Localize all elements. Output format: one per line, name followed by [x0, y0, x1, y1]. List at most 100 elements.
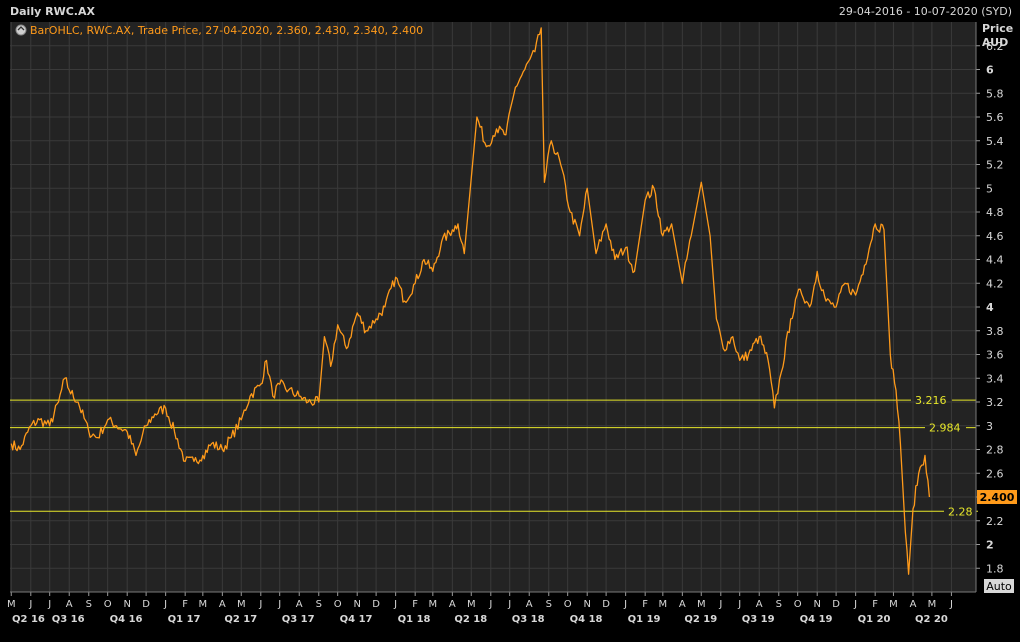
y-tick-label: 5.2: [986, 159, 1004, 172]
month-tick-label: D: [142, 599, 150, 610]
month-tick-label: J: [28, 599, 32, 610]
month-tick-label: J: [718, 599, 722, 610]
month-tick-label: M: [659, 599, 668, 610]
y-tick-label: 1.8: [986, 562, 1004, 575]
y-tick-label: 3.8: [986, 325, 1004, 338]
month-tick-label: D: [372, 599, 380, 610]
month-tick-label: J: [853, 599, 857, 610]
month-tick-label: F: [182, 599, 188, 610]
y-tick-label: 6: [986, 64, 994, 77]
chart-settings-icon-glyph: [17, 26, 25, 31]
month-tick-label: O: [564, 599, 572, 610]
month-tick-label: M: [429, 599, 438, 610]
last-price-value: 2.400: [980, 491, 1015, 504]
month-tick-label: F: [412, 599, 418, 610]
quarter-tick-label: Q1 20: [858, 614, 891, 625]
month-tick-label: J: [47, 599, 51, 610]
quarter-tick-label: Q1 17: [168, 614, 201, 625]
y-tick-label: 3.4: [986, 372, 1004, 385]
month-tick-label: M: [237, 599, 246, 610]
quarter-tick-label: Q4 18: [570, 614, 603, 625]
y-tick-label: 2.8: [986, 444, 1004, 457]
quarter-tick-label: Q4 17: [340, 614, 373, 625]
month-tick-label: A: [296, 599, 303, 610]
y-tick-label: 4.8: [986, 206, 1004, 219]
month-tick-label: S: [316, 599, 322, 610]
quarter-tick-label: Q3 19: [742, 614, 775, 625]
month-tick-label: J: [163, 599, 167, 610]
legend[interactable]: BarOHLC, RWC.AX, Trade Price, 27-04-2020…: [15, 24, 423, 37]
auto-scale-button[interactable]: Auto: [984, 579, 1014, 593]
month-tick-label: S: [776, 599, 782, 610]
month-tick-label: J: [488, 599, 492, 610]
level-label: 3.216: [915, 394, 947, 407]
month-tick-label: A: [910, 599, 917, 610]
date-range: 29-04-2016 - 10-07-2020 (SYD): [839, 5, 1012, 18]
y-tick-label: 2.2: [986, 515, 1004, 528]
quarter-tick-label: Q1 19: [628, 614, 661, 625]
last-price-badge: 2.400: [977, 490, 1017, 504]
month-tick-label: M: [889, 599, 898, 610]
level-label: 2.28: [948, 505, 973, 518]
currency-label: AUD: [982, 36, 1008, 49]
price-axis-label: Price: [982, 22, 1013, 35]
y-tick-label: 5.8: [986, 87, 1004, 100]
month-tick-label: A: [219, 599, 226, 610]
quarter-tick-label: Q3 18: [512, 614, 545, 625]
quarter-tick-label: Q3 17: [282, 614, 315, 625]
month-tick-label: D: [602, 599, 610, 610]
month-tick-label: S: [86, 599, 92, 610]
y-tick-label: 3: [986, 420, 993, 433]
month-tick-label: N: [583, 599, 590, 610]
quarter-tick-label: Q2 19: [684, 614, 717, 625]
auto-scale-label: Auto: [986, 580, 1012, 593]
month-tick-label: D: [832, 599, 840, 610]
y-tick-label: 3.6: [986, 349, 1004, 362]
horizontal-levels: 3.216 2.984 2.28: [10, 394, 978, 518]
y-tick-label: 5.4: [986, 135, 1004, 148]
y-tick-label: 4.2: [986, 277, 1004, 290]
quarter-tick-label: Q1 18: [398, 614, 431, 625]
price-series: [10, 27, 931, 575]
month-tick-label: A: [756, 599, 763, 610]
month-tick-label: F: [872, 599, 878, 610]
month-tick-label: N: [813, 599, 820, 610]
month-tick-label: M: [928, 599, 937, 610]
month-tick-label: M: [467, 599, 476, 610]
month-tick-label: J: [623, 599, 627, 610]
quarter-tick-label: Q2 18: [454, 614, 487, 625]
month-tick-label: M: [199, 599, 208, 610]
price-axis[interactable]: 1.822.22.42.62.833.23.43.63.844.24.44.64…: [975, 22, 1004, 592]
month-tick-label: A: [526, 599, 533, 610]
y-tick-label: 5.6: [986, 111, 1004, 124]
month-tick-label: M: [7, 599, 16, 610]
month-tick-label: S: [546, 599, 552, 610]
y-tick-label: 4: [986, 301, 994, 314]
legend-text: BarOHLC, RWC.AX, Trade Price, 27-04-2020…: [30, 24, 423, 37]
month-tick-label: O: [794, 599, 802, 610]
quarter-tick-label: Q2 17: [224, 614, 257, 625]
month-tick-label: N: [353, 599, 360, 610]
quarter-tick-label: Q3 16: [52, 614, 85, 625]
level-label: 2.984: [929, 422, 961, 435]
month-tick-label: M: [697, 599, 706, 610]
quarter-tick-label: Q4 16: [110, 614, 143, 625]
y-tick-label: 3.2: [986, 396, 1004, 409]
month-tick-label: A: [679, 599, 686, 610]
y-tick-label: 2: [986, 539, 994, 552]
month-tick-label: J: [277, 599, 281, 610]
month-tick-label: J: [507, 599, 511, 610]
chart-settings-icon[interactable]: [15, 24, 27, 36]
quarter-tick-label: Q2 20: [915, 614, 948, 625]
quarter-tick-label: Q2 16: [12, 614, 45, 625]
month-tick-label: J: [258, 599, 262, 610]
y-tick-label: 2.6: [986, 467, 1004, 480]
month-tick-label: O: [334, 599, 342, 610]
month-tick-label: F: [642, 599, 648, 610]
y-tick-label: 6.2: [986, 40, 1004, 53]
month-tick-label: J: [737, 599, 741, 610]
y-tick-label: 4.4: [986, 254, 1004, 267]
